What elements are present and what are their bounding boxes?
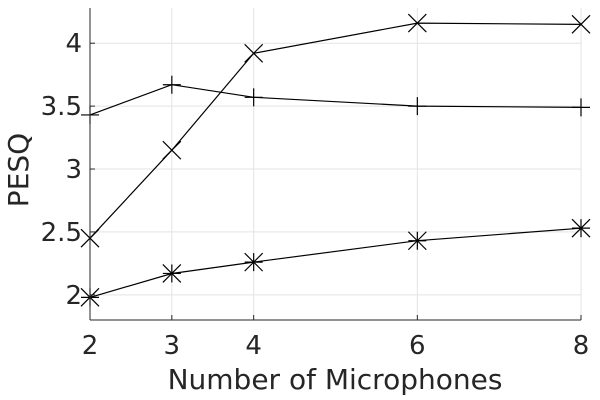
data-point: [407, 231, 427, 251]
y-tick-label: 3: [65, 155, 82, 185]
data-point: [162, 140, 182, 160]
grid: [89, 8, 582, 320]
series-2: [81, 75, 590, 124]
marker-stroke: [244, 43, 264, 63]
data-point: [244, 88, 263, 107]
data-point: [162, 264, 182, 283]
data-point: [162, 75, 181, 94]
marker-stroke: [571, 14, 591, 34]
data-point: [572, 98, 590, 117]
x-tick-label: 8: [573, 331, 590, 361]
data-point: [571, 14, 591, 34]
y-tick-label: 2: [65, 281, 82, 311]
data-point: [408, 97, 427, 116]
y-tick-label: 2.5: [41, 218, 82, 248]
x-tick-label: 3: [164, 331, 181, 361]
y-tick-label: 4: [65, 29, 82, 59]
data-point: [407, 13, 427, 33]
series-1: [80, 13, 591, 248]
marker-stroke: [407, 13, 427, 33]
x-axis-title: Number of Microphones: [168, 363, 503, 396]
series-layer: [80, 13, 591, 307]
x-tick-label: 6: [409, 331, 426, 361]
y-tick-label: 3.5: [41, 92, 82, 122]
data-point: [571, 218, 591, 238]
data-point: [244, 252, 264, 272]
tick-labels: 2 3 4 6 8 2 2.5 3 3.5 4: [41, 29, 590, 361]
series-3: [80, 218, 591, 307]
y-axis-title: PESQ: [2, 133, 35, 207]
x-tick-label: 2: [82, 331, 99, 361]
series-line: [89, 22, 582, 239]
axes: [89, 8, 582, 321]
marker-stroke: [162, 140, 182, 160]
series-line: [89, 84, 582, 116]
series-line: [89, 227, 582, 298]
data-point: [244, 43, 264, 63]
x-tick-label: 4: [245, 331, 262, 361]
